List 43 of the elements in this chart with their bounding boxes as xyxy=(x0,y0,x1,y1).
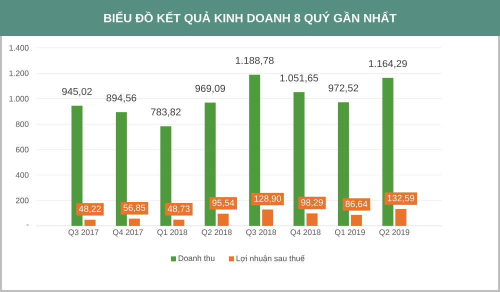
x-tick-label: Q1 2019 xyxy=(334,229,365,237)
data-label: 132,59 xyxy=(388,194,414,202)
y-tick-label: 1.200 xyxy=(9,70,29,76)
data-label: 1.164,29 xyxy=(369,60,407,68)
x-tick-label: Q3 2017 xyxy=(68,229,98,237)
data-label: 894,56 xyxy=(106,94,136,103)
legend-label: Lợi nhuận sau thuế xyxy=(236,255,305,262)
bar xyxy=(350,214,362,226)
bar xyxy=(395,209,406,226)
x-tick-label: Q4 2017 xyxy=(112,229,143,237)
x-tick-label: Q4 2018 xyxy=(290,229,321,237)
bar xyxy=(128,218,140,226)
x-tick-label: Q1 2018 xyxy=(157,229,188,237)
x-tick-label: Q3 2018 xyxy=(246,229,276,237)
data-label: 128,90 xyxy=(254,195,282,203)
legend-label: Doanh thu xyxy=(178,255,214,262)
data-label: 86,64 xyxy=(346,200,368,208)
data-label: 56,85 xyxy=(124,204,146,212)
x-tick-label: Q2 2018 xyxy=(202,229,232,237)
data-label: 1.051,65 xyxy=(280,74,318,83)
bar xyxy=(218,214,229,226)
y-tick-label: 600 xyxy=(16,146,29,152)
bar xyxy=(84,220,96,226)
data-label: 969,09 xyxy=(195,84,226,94)
x-tick-label: Q2 2019 xyxy=(379,229,410,237)
bar xyxy=(306,213,318,226)
bar xyxy=(262,209,274,226)
data-label: 48,22 xyxy=(78,206,101,214)
y-tick-label: 200 xyxy=(16,198,29,204)
data-label: 783,82 xyxy=(151,108,181,117)
y-tick-label: - xyxy=(26,224,29,226)
chart-title: BIỂU ĐỒ KẾT QUẢ KINH DOANH 8 QUÝ GẦN NHẤT xyxy=(104,11,397,25)
data-label: 1.188,78 xyxy=(236,56,274,66)
y-tick-label: 1.000 xyxy=(9,96,29,102)
data-label: 972,52 xyxy=(328,84,358,93)
data-label: 945,02 xyxy=(62,88,92,96)
data-label: 48,73 xyxy=(168,206,190,213)
bar xyxy=(173,220,184,226)
data-label: 98,29 xyxy=(301,199,323,207)
y-tick-label: 1.400 xyxy=(9,45,29,51)
y-tick-label: 400 xyxy=(16,172,29,178)
y-tick-label: 800 xyxy=(16,121,29,128)
data-label: 95,54 xyxy=(212,200,234,208)
